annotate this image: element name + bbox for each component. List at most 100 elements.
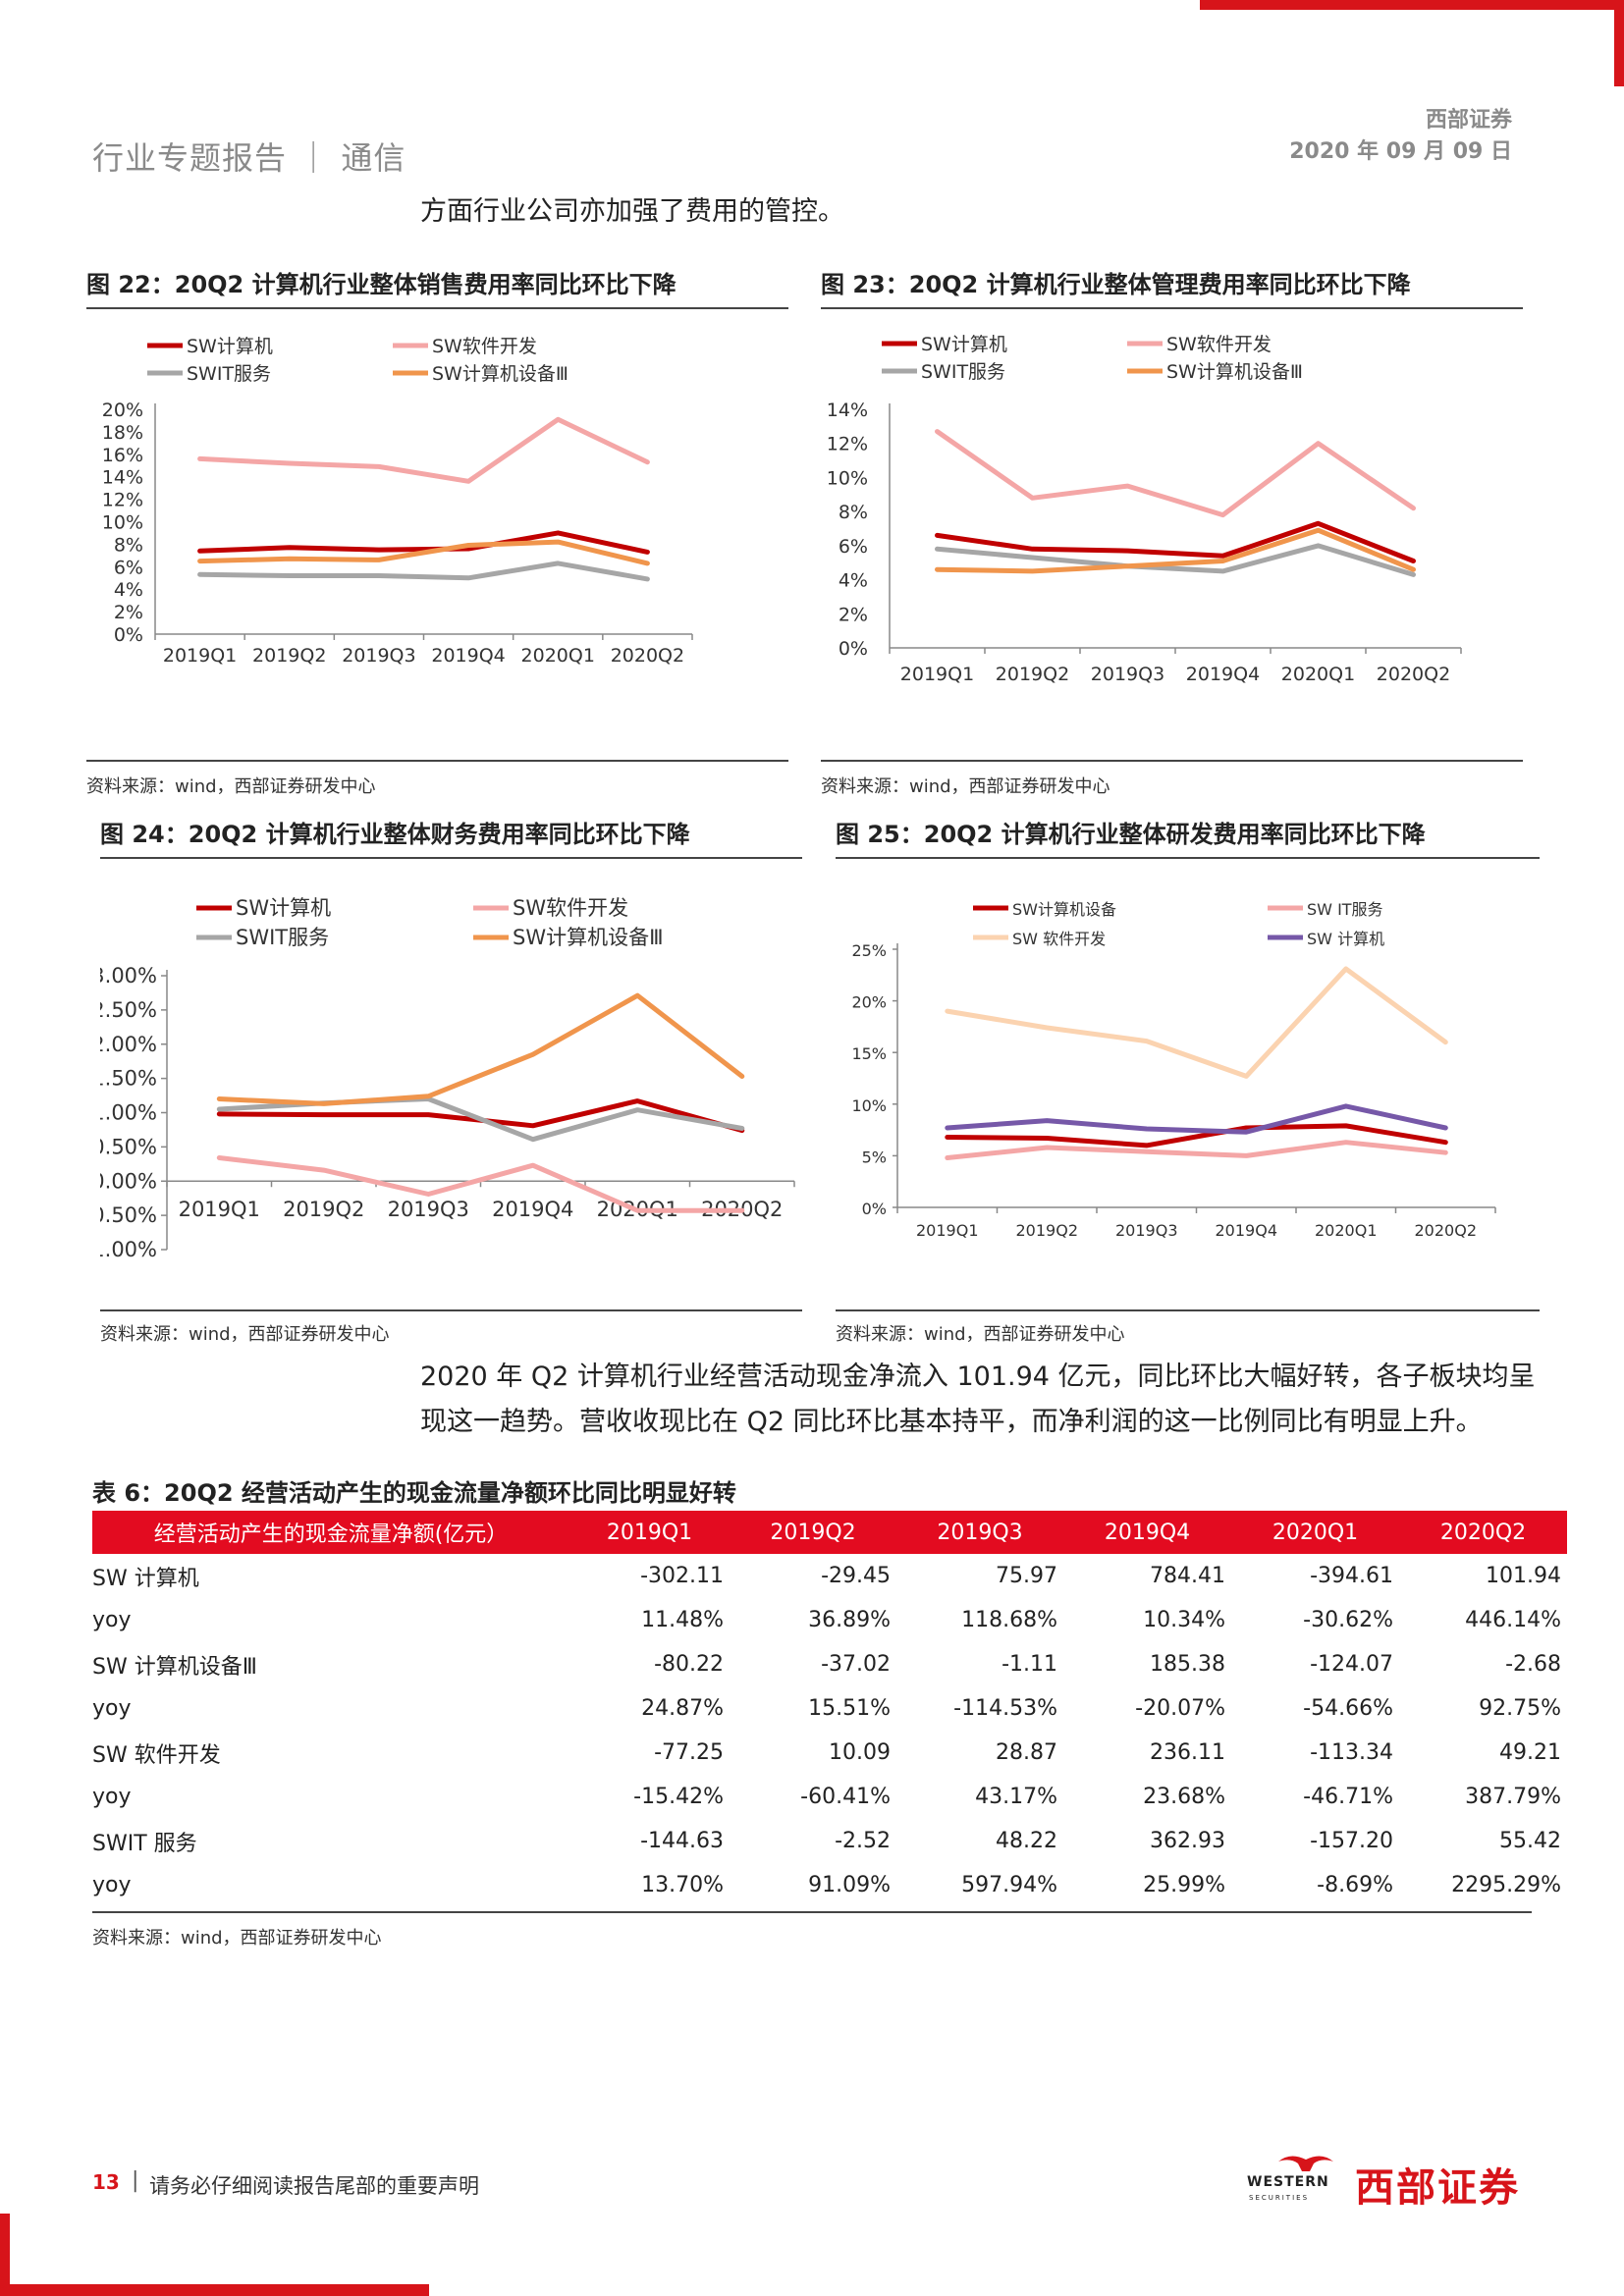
table-row: yoy 11.48% 36.89% 118.68% 10.34% -30.62% 446.1… — [92, 1598, 1567, 1642]
y-tick-label: 0.50% — [100, 1135, 157, 1158]
legend-label: SW计算机设备Ⅲ — [513, 926, 664, 949]
value-cell: 597.94% — [961, 1873, 1057, 1897]
value-cell: 36.89% — [808, 1608, 891, 1632]
table6-bottom-rule — [92, 1911, 1532, 1913]
table-row: yoy 13.70% 91.09% 597.94% 25.99% -8.69% 2295.2… — [92, 1863, 1567, 1907]
fig24-bottom-rule — [100, 1309, 802, 1311]
x-tick-label: 2019Q2 — [252, 645, 326, 667]
value-cell: 10.09 — [829, 1740, 891, 1765]
legend-label: SW计算机设备 — [1012, 900, 1116, 919]
series-line — [197, 530, 650, 555]
x-tick-label: 2019Q1 — [163, 645, 237, 667]
value-cell: -394.61 — [1310, 1564, 1393, 1588]
y-tick-label: 2% — [839, 604, 868, 625]
value-cell: 15.51% — [808, 1696, 891, 1721]
value-cell: 49.21 — [1499, 1740, 1561, 1765]
row-label-cell: SWIT 服务 — [92, 1831, 197, 1856]
value-cell: 118.68% — [961, 1608, 1057, 1632]
fig24-top-rule — [100, 857, 802, 859]
legend-label: SW IT服务 — [1307, 900, 1383, 919]
x-tick-label: 2019Q4 — [492, 1198, 573, 1221]
value-cell: -2.52 — [835, 1829, 891, 1853]
row-label-cell: SW 计算机 — [92, 1566, 199, 1591]
y-tick-label: 10% — [851, 1096, 887, 1115]
row-label-cell: SW 软件开发 — [92, 1742, 221, 1768]
table-row: yoy -15.42% -60.41% 43.17% 23.68% -46.71% 387.… — [92, 1775, 1567, 1819]
series-line — [935, 429, 1416, 518]
table-header-cell: 2019Q3 — [896, 1511, 1063, 1554]
x-tick-label: 2019Q1 — [916, 1221, 979, 1240]
table-row: SW 计算机设备Ⅲ -80.22 -37.02 -1.11 185.38 -124.07 -… — [92, 1642, 1567, 1686]
fig23-title: 图 23：20Q2 计算机行业整体管理费用率同比环比下降 — [821, 271, 1411, 298]
value-cell: -60.41% — [800, 1785, 891, 1809]
legend-label: SW 软件开发 — [1012, 930, 1106, 948]
x-tick-label: 2020Q1 — [1315, 1221, 1378, 1240]
series-line — [945, 966, 1448, 1079]
legend-label: SWIT服务 — [921, 361, 1005, 383]
value-cell: -54.66% — [1303, 1696, 1393, 1721]
y-tick-label: 2.00% — [100, 1033, 157, 1056]
fig25-top-rule — [836, 857, 1540, 859]
y-tick-label: 14% — [827, 400, 868, 421]
cashflow-table: 经营活动产生的现金流量净额(亿元） 2019Q1 2019Q2 2019Q3 2… — [92, 1511, 1567, 1907]
paragraph-line-2: 现这一趋势。营收收现比在 Q2 同比环比基本持平，而净利润的这一比例同比有明显上… — [420, 1407, 1483, 1437]
legend-label: SWIT服务 — [187, 363, 271, 385]
y-tick-label: 0% — [862, 1200, 887, 1218]
x-tick-label: 2020Q2 — [1415, 1221, 1478, 1240]
x-tick-label: 2019Q3 — [1115, 1221, 1178, 1240]
value-cell: 11.48% — [641, 1608, 724, 1632]
y-tick-label: 2% — [114, 602, 143, 623]
footer-separator: | — [132, 2168, 139, 2193]
row-label-cell: yoy — [92, 1785, 132, 1809]
y-tick-label: 18% — [102, 422, 143, 444]
value-cell: -2.68 — [1505, 1652, 1561, 1677]
series-line — [216, 992, 745, 1106]
y-tick-label: 6% — [114, 557, 143, 578]
x-tick-label: 2019Q2 — [996, 664, 1069, 685]
top-red-rule — [1200, 0, 1624, 10]
value-cell: -113.34 — [1310, 1740, 1393, 1765]
y-tick-label: 1.50% — [100, 1067, 157, 1091]
value-cell: 48.22 — [996, 1829, 1057, 1853]
x-tick-label: 2019Q1 — [179, 1198, 260, 1221]
series-line — [935, 543, 1416, 577]
row-label-cell: yoy — [92, 1608, 132, 1632]
x-tick-label: 2019Q2 — [1016, 1221, 1079, 1240]
y-tick-label: 12% — [102, 490, 143, 511]
x-tick-label: 2019Q4 — [1186, 664, 1260, 685]
x-tick-label: 2019Q3 — [342, 645, 415, 667]
legend-label: SW计算机设备Ⅲ — [1166, 361, 1303, 383]
value-cell: 23.68% — [1143, 1785, 1225, 1809]
top-right-red-rule — [1614, 0, 1624, 86]
y-tick-label: 20% — [102, 400, 143, 421]
paragraph-line-1: 2020 年 Q2 计算机行业经营活动现金净流入 101.94 亿元，同比环比大… — [420, 1362, 1536, 1392]
x-tick-label: 2019Q2 — [283, 1198, 364, 1221]
table-header-cell: 2019Q1 — [569, 1511, 730, 1554]
value-cell: 362.93 — [1150, 1829, 1225, 1853]
fig25-title: 图 25：20Q2 计算机行业整体研发费用率同比环比下降 — [836, 821, 1426, 848]
page-number: 13 — [92, 2170, 120, 2194]
y-tick-label: 10% — [827, 467, 868, 489]
value-cell: 55.42 — [1499, 1829, 1561, 1853]
value-cell: 784.41 — [1150, 1564, 1225, 1588]
value-cell: 10.34% — [1143, 1608, 1225, 1632]
bull-logo-icon — [1278, 2156, 1333, 2171]
value-cell: -37.02 — [821, 1652, 891, 1677]
value-cell: -114.53% — [953, 1696, 1057, 1721]
fig24-source: 资料来源：wind，西部证券研发中心 — [100, 1324, 390, 1345]
row-label-cell: yoy — [92, 1696, 132, 1721]
value-cell: 91.09% — [808, 1873, 891, 1897]
value-cell: -302.11 — [640, 1564, 724, 1588]
fig22-top-rule — [86, 307, 788, 309]
y-tick-label: 4% — [114, 579, 143, 601]
legend-label: SW计算机 — [921, 334, 1007, 355]
x-tick-label: 2019Q3 — [388, 1198, 469, 1221]
header-company: 西部证券 — [1425, 108, 1512, 133]
footer-notice: 请务必仔细阅读报告尾部的重要声明 — [149, 2174, 479, 2198]
legend-label: SW计算机 — [187, 336, 273, 357]
row-label-cell: yoy — [92, 1873, 132, 1897]
legend-label: SW软件开发 — [1166, 334, 1272, 355]
y-tick-label: 0.00% — [100, 1169, 157, 1193]
value-cell: 13.70% — [641, 1873, 724, 1897]
fig22-source: 资料来源：wind，西部证券研发中心 — [86, 776, 376, 797]
